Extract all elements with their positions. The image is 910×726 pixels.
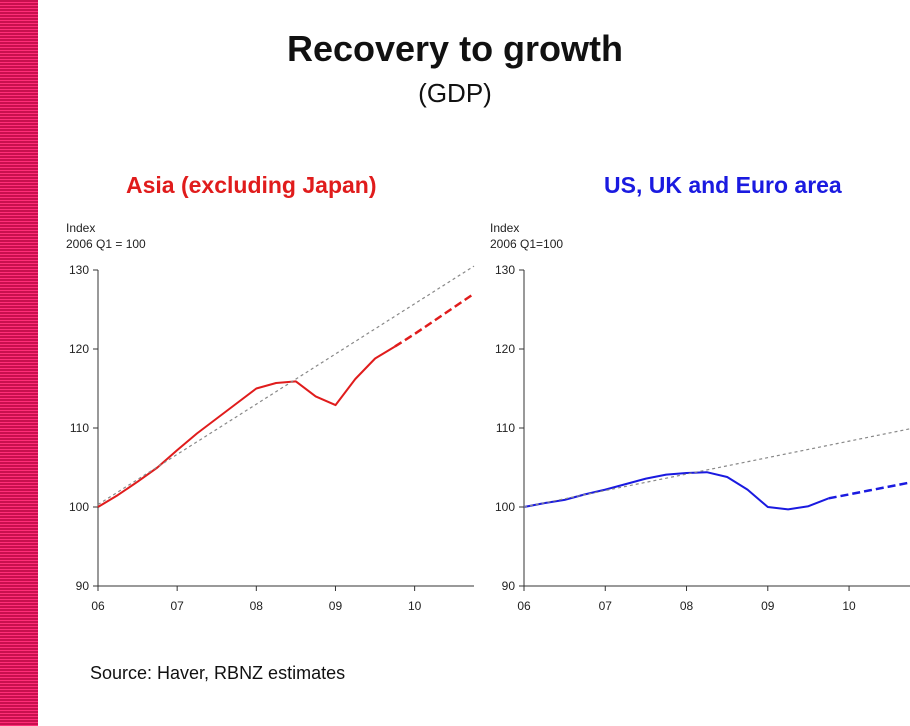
- x-tick-label: 10: [842, 599, 856, 613]
- series-dashed-line: [828, 481, 910, 500]
- decorative-stripe-bar: [0, 0, 38, 726]
- x-tick-label: 06: [517, 599, 531, 613]
- series-solid-line: [523, 471, 830, 511]
- series-dashed-line: [394, 292, 475, 348]
- y-tick-label: 100: [69, 500, 89, 514]
- y-axis-label-index: Index: [490, 221, 519, 235]
- x-tick-label: 08: [250, 599, 264, 613]
- x-tick-label: 07: [170, 599, 184, 613]
- y-axis-label-base: 2006 Q1=100: [490, 237, 563, 251]
- series-trend-line: [97, 265, 475, 506]
- x-tick-label: 07: [599, 599, 613, 613]
- x-tick-label: 09: [329, 599, 343, 613]
- y-tick-label: 90: [76, 579, 90, 593]
- slide-subtitle: (GDP): [418, 78, 492, 108]
- slide-title: Recovery to growth: [286, 28, 624, 69]
- series-solid-line: [97, 345, 396, 508]
- x-tick-label: 06: [91, 599, 105, 613]
- y-tick-label: 90: [502, 579, 516, 593]
- y-tick-label: 100: [495, 500, 515, 514]
- right-chart-title: US, UK and Euro area: [604, 172, 842, 198]
- y-axis-label-base: 2006 Q1 = 100: [66, 237, 146, 251]
- y-tick-label: 130: [69, 263, 89, 277]
- y-tick-label: 120: [495, 342, 515, 356]
- x-tick-label: 08: [680, 599, 694, 613]
- y-axis-label-index: Index: [66, 221, 95, 235]
- y-tick-label: 130: [495, 263, 515, 277]
- left-chart-title: Asia (excluding Japan): [126, 172, 377, 198]
- y-tick-label: 120: [69, 342, 89, 356]
- y-tick-label: 110: [70, 421, 89, 435]
- x-tick-label: 10: [408, 599, 422, 613]
- x-tick-label: 09: [761, 599, 775, 613]
- y-tick-label: 110: [496, 421, 515, 435]
- source-note: Source: Haver, RBNZ estimates: [90, 663, 346, 683]
